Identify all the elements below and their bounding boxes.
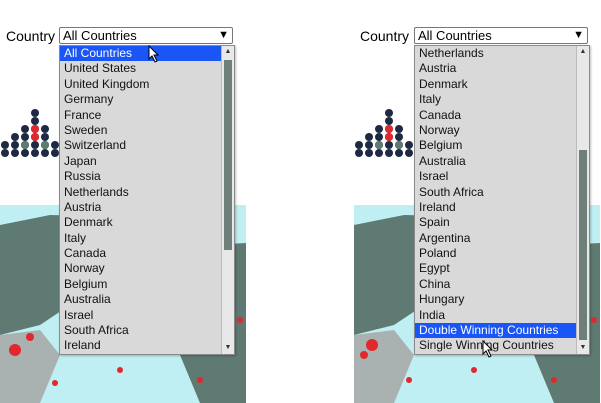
dropdown-option[interactable]: Denmark [64, 215, 113, 230]
mouse-cursor-icon [482, 340, 494, 358]
dropdown-option[interactable]: Japan [64, 153, 97, 168]
dropdown-option[interactable]: Canada [419, 107, 462, 122]
dropdown-option[interactable]: Belgium [419, 138, 463, 153]
chevron-down-icon: ▼ [218, 29, 229, 41]
country-dropdown-list[interactable]: All Countries United States United Kingdom… [59, 45, 235, 355]
dropdown-option[interactable]: India [419, 307, 446, 322]
country-select[interactable]: All Countries ▼ [59, 27, 233, 44]
scrollbar[interactable]: ▲ ▼ [576, 46, 589, 354]
dropdown-option[interactable]: Spain [419, 215, 450, 230]
dropdown-option[interactable]: United Kingdom [64, 76, 150, 91]
dropdown-option[interactable]: Germany [64, 92, 114, 107]
dropdown-option[interactable]: Netherlands [64, 184, 129, 199]
country-select[interactable]: All Countries ▼ [414, 27, 588, 44]
dropdown-option[interactable]: Russia [64, 169, 101, 184]
dot-cluster [0, 108, 60, 163]
dropdown-option[interactable]: Argentina [419, 230, 471, 245]
dropdown-option[interactable]: Italy [419, 92, 442, 107]
dropdown-option[interactable]: Australia [64, 292, 111, 307]
dropdown-option[interactable]: France [64, 107, 102, 122]
dropdown-option[interactable]: Poland [419, 246, 457, 261]
dropdown-option[interactable]: Israel [64, 307, 94, 322]
select-value: All Countries [63, 28, 137, 43]
scroll-up-icon[interactable]: ▲ [224, 48, 232, 55]
dropdown-option[interactable]: Norway [64, 261, 105, 276]
dropdown-option[interactable]: Single Winning Countries [419, 338, 554, 353]
dropdown-option[interactable]: Canada [64, 246, 107, 261]
dropdown-items: Netherlands Austria Denmark Italy Canada Norw… [415, 46, 589, 354]
dropdown-option[interactable]: Belgium [64, 276, 108, 291]
country-label: Country [360, 28, 410, 44]
dropdown-option[interactable]: All Countries [60, 46, 234, 62]
country-dropdown-list[interactable]: Netherlands Austria Denmark Italy Canada Norw… [414, 45, 590, 355]
dropdown-option[interactable]: Double Winning Countries [415, 323, 589, 339]
dot-cluster [354, 108, 414, 163]
dropdown-option[interactable]: South Africa [419, 184, 484, 199]
dropdown-option[interactable]: Netherlands [419, 46, 484, 60]
dropdown-option[interactable]: Israel [419, 169, 449, 184]
dropdown-option[interactable]: Austria [64, 199, 102, 214]
chevron-down-icon: ▼ [573, 29, 584, 41]
country-label: Country [6, 28, 56, 44]
right-screenshot: Country All Countries ▼ Netherlands Austr… [354, 0, 601, 403]
left-screenshot: Country All Countries ▼ All Countries Uni… [0, 0, 300, 403]
dropdown-option[interactable]: United States [64, 61, 137, 76]
select-value: All Countries [418, 28, 492, 43]
dropdown-option[interactable]: China [419, 276, 451, 291]
dropdown-option[interactable]: Sweden [64, 122, 108, 137]
scroll-down-icon[interactable]: ▼ [224, 344, 232, 351]
dropdown-items: All Countries United States United Kingdom… [60, 46, 234, 354]
scroll-down-icon[interactable]: ▼ [579, 344, 587, 351]
scrollbar[interactable]: ▲ ▼ [221, 46, 234, 354]
dropdown-option[interactable]: Australia [419, 153, 466, 168]
dropdown-option[interactable]: Denmark [419, 76, 468, 91]
dropdown-option[interactable]: Ireland [64, 338, 101, 353]
dropdown-option[interactable]: Hungary [419, 292, 465, 307]
scroll-up-icon[interactable]: ▲ [579, 48, 587, 55]
dropdown-option[interactable]: Italy [64, 230, 87, 245]
dropdown-option[interactable]: Norway [419, 122, 460, 137]
dropdown-option[interactable]: Austria [419, 61, 457, 76]
dropdown-option[interactable]: South Africa [64, 323, 129, 338]
dropdown-option[interactable]: Ireland [419, 199, 456, 214]
dropdown-option[interactable]: Switzerland [64, 138, 127, 153]
scroll-thumb[interactable] [579, 150, 587, 340]
mouse-cursor-icon [148, 45, 160, 63]
scroll-thumb[interactable] [224, 60, 232, 250]
dropdown-option[interactable]: Egypt [419, 261, 450, 276]
